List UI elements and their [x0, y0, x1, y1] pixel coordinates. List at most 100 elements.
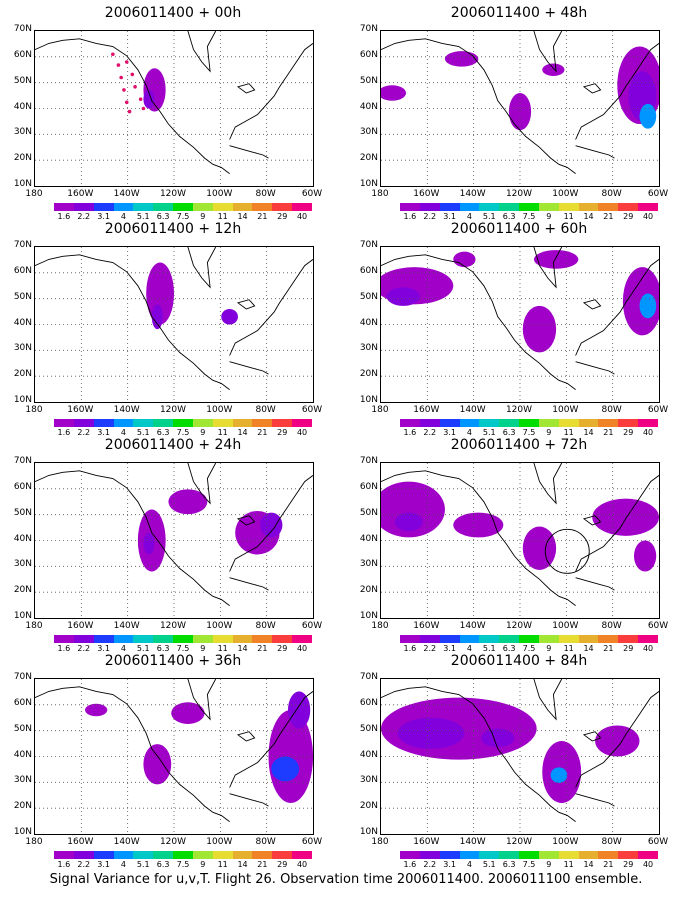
colorbar-label: 4	[120, 212, 126, 221]
colorbar-label: 40	[296, 860, 308, 869]
colorbar-swatch	[192, 851, 213, 859]
colorbar-label: 9	[546, 212, 552, 221]
panel-title: 2006011400 + 00h	[104, 5, 242, 21]
colorbar-label: 7.5	[522, 644, 536, 653]
colorbar-swatch	[93, 635, 114, 643]
x-tick-label: 140W	[113, 621, 140, 631]
map-plot	[34, 30, 314, 187]
variance-region	[151, 304, 163, 330]
colorbar-label: 6.3	[156, 644, 170, 653]
colorbar-label: 14	[237, 644, 248, 653]
colorbar-swatch	[292, 635, 312, 643]
colorbar-label: 40	[296, 428, 308, 437]
y-tick-label: 20N	[13, 585, 32, 596]
colorbar-swatch	[153, 851, 174, 859]
x-tick-label: 160W	[413, 621, 440, 631]
colorbar-label: 3.1	[443, 212, 456, 221]
x-tick-label: 160W	[67, 189, 94, 199]
map-panel: 2006011400 + 24h 70N 60N 50N 40N 30N 20N 10N 180…	[0, 436, 346, 653]
y-tick-label: 70N	[359, 24, 378, 34]
panel-title: 2006011400 + 24h	[104, 437, 242, 453]
colorbar-label: 1.6	[403, 860, 417, 869]
y-tick-label: 40N	[13, 317, 32, 328]
colorbar-label: 29	[277, 428, 288, 437]
y-tick-label: 60N	[359, 481, 378, 492]
y-tick-label: 20N	[359, 369, 378, 380]
colorbar-swatch	[73, 203, 94, 211]
x-tick-label: 80W	[255, 405, 276, 415]
colorbar-label: 40	[642, 860, 654, 869]
y-tick-label: 60N	[359, 49, 378, 60]
colorbar-swatch	[638, 851, 658, 859]
colorbar-label: 6.3	[156, 428, 170, 437]
colorbar-swatch	[419, 851, 440, 859]
colorbar-label: 5.1	[482, 428, 496, 437]
variance-region	[592, 498, 659, 536]
flight-track-point	[122, 88, 126, 92]
x-tick-label: 160W	[67, 621, 94, 631]
colorbar-label: 40	[642, 212, 654, 221]
flight-track-point	[119, 75, 123, 80]
y-tick-label: 30N	[13, 343, 32, 354]
y-tick-label: 20N	[13, 369, 32, 380]
colorbar-label: 21	[603, 428, 614, 437]
colorbar-swatch	[153, 419, 174, 427]
colorbar-swatch	[192, 203, 213, 211]
colorbar-swatch	[232, 203, 253, 211]
x-tick-label: 180	[25, 189, 43, 199]
colorbar-label: 6.3	[502, 644, 516, 653]
colorbar-label: 3.1	[97, 644, 110, 653]
x-tick-label: 80W	[601, 405, 622, 415]
colorbar-label: 5.1	[136, 212, 150, 221]
colorbar-label: 6.3	[502, 212, 516, 221]
colorbar-swatch	[439, 203, 460, 211]
y-tick-label: 50N	[13, 507, 32, 518]
colorbar-swatch	[419, 635, 440, 643]
y-tick-label: 30N	[359, 343, 378, 354]
panel-title: 2006011400 + 12h	[104, 221, 242, 237]
colorbar-label: 21	[603, 644, 614, 653]
colorbar-swatch	[538, 851, 559, 859]
x-tick-label: 120W	[505, 621, 533, 631]
colorbar-swatch	[439, 851, 460, 859]
colorbar-swatch	[133, 635, 154, 643]
variance-region	[397, 717, 465, 749]
colorbar-swatch	[479, 635, 500, 643]
y-tick-label: 30N	[13, 127, 32, 138]
y-tick-label: 50N	[13, 75, 32, 86]
x-tick-label: 140W	[113, 405, 140, 415]
flight-track-point	[124, 60, 129, 64]
x-tick-label: 120W	[505, 837, 533, 847]
colorbar-label: 7.5	[176, 212, 190, 221]
x-tick-label: 120W	[159, 837, 187, 847]
y-tick-label: 70N	[359, 240, 378, 250]
colorbar-swatch	[618, 635, 639, 643]
colorbar-label: 11	[217, 212, 228, 221]
colorbar-swatch	[479, 419, 500, 427]
y-tick-label: 60N	[13, 265, 32, 276]
variance-region	[394, 512, 423, 532]
colorbar-swatch	[400, 203, 420, 211]
y-tick-label: 10N	[359, 395, 378, 405]
colorbar-label: 14	[237, 428, 248, 437]
colorbar-label: 40	[296, 212, 308, 221]
colorbar-label: 11	[563, 212, 574, 221]
colorbar-swatch	[519, 419, 539, 427]
colorbar-swatch	[439, 419, 460, 427]
colorbar-swatch	[400, 419, 420, 427]
colorbar-label: 14	[583, 212, 594, 221]
colorbar-label: 5.1	[482, 644, 496, 653]
colorbar-label: 3.1	[97, 860, 110, 869]
colorbar-label: 4	[120, 428, 126, 437]
y-tick-label: 10N	[359, 611, 378, 621]
y-tick-label: 40N	[13, 533, 32, 544]
x-tick-label: 120W	[505, 189, 533, 199]
y-tick-label: 20N	[359, 153, 378, 164]
colorbar-label: 29	[277, 860, 288, 869]
flight-track-point	[141, 106, 146, 111]
colorbar-label: 14	[237, 860, 248, 869]
x-tick-label: 100W	[206, 621, 233, 631]
colorbar-label: 3.1	[443, 428, 456, 437]
y-tick-label: 10N	[13, 827, 32, 837]
colorbar-swatch	[54, 635, 74, 643]
